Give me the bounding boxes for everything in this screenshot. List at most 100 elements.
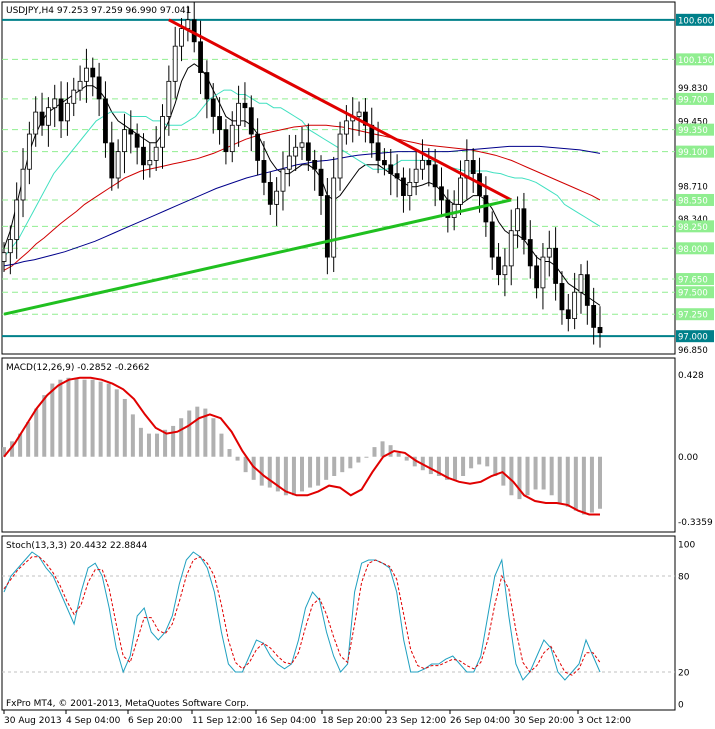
- candle-body: [331, 177, 337, 258]
- price-label-box: [676, 220, 714, 233]
- macd-bar: [82, 379, 87, 457]
- candle-body: [71, 89, 77, 104]
- macd-bar: [114, 389, 119, 457]
- candle-body: [584, 274, 590, 306]
- macd-bar: [98, 381, 103, 457]
- macd-bar: [106, 383, 111, 457]
- watermark: FxPro MT4, © 2001-2013, MetaQuotes Softw…: [6, 699, 249, 709]
- macd-bar: [179, 418, 184, 457]
- macd-bar: [291, 456, 296, 496]
- stoch-axis-label: 20: [678, 669, 690, 679]
- ma-line: [3, 145, 601, 267]
- candle-body: [115, 151, 121, 179]
- candle-body: [172, 45, 178, 82]
- macd-bar: [34, 408, 39, 457]
- candle-body: [45, 107, 51, 126]
- candle-body: [312, 160, 318, 170]
- macd-bar: [163, 429, 168, 457]
- price-label-box: [676, 242, 714, 255]
- candle-body: [293, 146, 299, 157]
- candle-body: [261, 160, 267, 183]
- candle-body: [401, 177, 406, 196]
- macd-bar: [219, 433, 224, 457]
- x-tick-label: 30 Sep 20:00: [514, 716, 574, 726]
- macd-bar: [348, 456, 353, 469]
- candle-body: [521, 208, 527, 240]
- candle-body: [426, 160, 432, 166]
- candle-body: [382, 160, 387, 166]
- candle-body: [185, 19, 191, 30]
- macd-axis-label: 0.428: [678, 371, 704, 381]
- price-grid: [2, 18, 675, 338]
- price-label-box: [676, 273, 714, 286]
- macd-signal-line: [3, 376, 600, 516]
- price-panel-title: USDJPY,H4 97.253 97.259 96.990 97.041: [6, 6, 191, 16]
- candle-body: [496, 256, 501, 276]
- candle-body: [527, 239, 533, 267]
- macd-bar: [74, 377, 79, 457]
- macd-bar: [18, 433, 23, 457]
- macd-bar: [146, 433, 151, 457]
- candle-body: [274, 190, 280, 205]
- macd-bar: [573, 456, 578, 511]
- x-tick-label: 30 Aug 2013: [4, 716, 62, 726]
- candle-body: [483, 195, 489, 223]
- candle-body: [255, 133, 261, 161]
- macd-signal: [3, 376, 600, 516]
- candle-body: [432, 164, 438, 188]
- macd-bar: [477, 456, 482, 465]
- macd-bar: [372, 447, 377, 457]
- macd-bar: [581, 456, 586, 515]
- candle-body: [198, 41, 203, 73]
- x-tick-label: 6 Sep 20:00: [128, 716, 183, 726]
- macd-bar: [565, 456, 570, 507]
- trendlines: [3, 18, 512, 316]
- candle-body: [242, 102, 248, 109]
- x-tick-label: 4 Sep 04:00: [66, 716, 121, 726]
- x-tick-label: 16 Sep 04:00: [256, 716, 316, 726]
- macd-axis-label: 0.00: [678, 453, 698, 463]
- price-label-box: [676, 123, 714, 136]
- macd-bar: [557, 456, 562, 503]
- ma-line: [3, 63, 601, 306]
- macd-bar: [388, 445, 393, 457]
- candle-body: [179, 28, 184, 47]
- macd-bar: [42, 395, 47, 457]
- candle-body: [153, 146, 159, 161]
- candle-body: [407, 181, 413, 196]
- candle-body: [122, 129, 127, 153]
- macd-bar: [469, 456, 474, 469]
- price-label: 99.350: [678, 126, 708, 136]
- macd-bar: [332, 456, 337, 476]
- macd-bar: [10, 441, 15, 457]
- candle-body: [540, 256, 546, 289]
- price-label: 100.600: [678, 16, 713, 26]
- price-label-box: [676, 308, 714, 321]
- macd-bar: [461, 456, 466, 476]
- stoch-axis-label: 80: [678, 573, 690, 583]
- stoch-main: [3, 551, 601, 681]
- candle-body: [546, 247, 552, 258]
- macd-bar: [90, 379, 95, 457]
- macd-bar: [66, 377, 71, 457]
- ma-line: [3, 124, 601, 271]
- x-tick-label: 23 Sep 12:00: [386, 716, 446, 726]
- candle-body: [553, 247, 559, 284]
- candle-body: [305, 142, 311, 161]
- stoch-signal: [3, 556, 601, 676]
- macd-bar: [444, 456, 449, 480]
- macd-bar: [412, 456, 417, 467]
- macd-panel-title: MACD(12,26,9) -0.2852 -0.2662: [6, 363, 150, 373]
- candle-body: [591, 305, 597, 328]
- x-tick-label: 3 Oct 12:00: [578, 716, 631, 726]
- candle-body: [128, 129, 134, 135]
- candle-body: [445, 199, 451, 218]
- candle-body: [343, 120, 349, 135]
- candle-body: [147, 160, 153, 166]
- price-label: 99.700: [678, 95, 708, 105]
- macd-bar: [598, 456, 602, 509]
- candle-body: [420, 160, 425, 170]
- price-label: 100.150: [678, 56, 713, 66]
- price-label: 99.450: [678, 117, 708, 127]
